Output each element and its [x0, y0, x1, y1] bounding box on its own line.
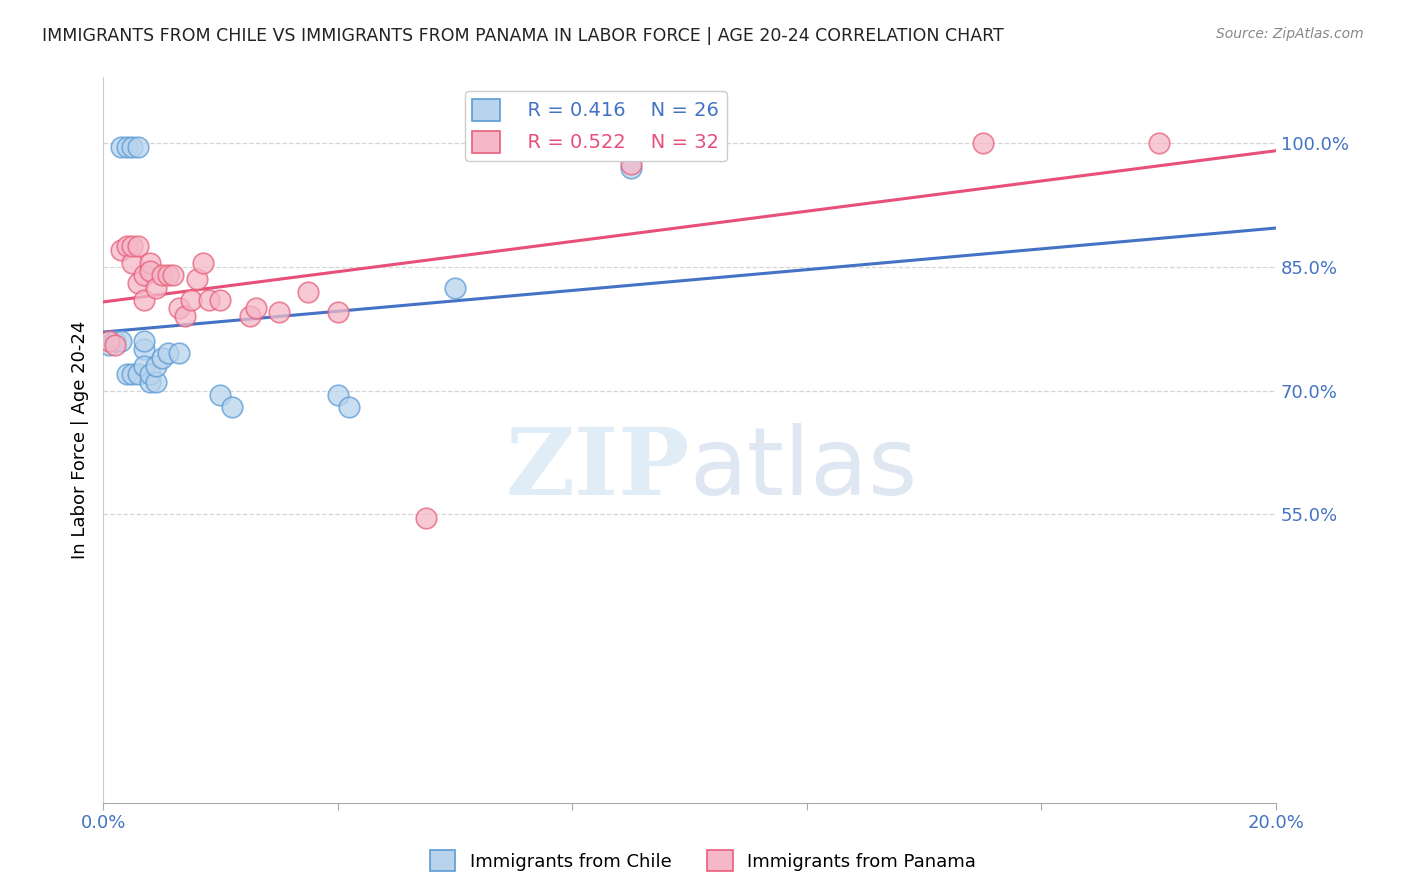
Point: [145, 376, 167, 390]
Point: [156, 346, 179, 360]
Point: [156, 268, 179, 283]
Point: [121, 239, 143, 253]
Point: [150, 351, 173, 365]
Point: [339, 400, 361, 414]
Y-axis label: In Labor Force | Age 20-24: In Labor Force | Age 20-24: [72, 321, 89, 559]
Point: [972, 136, 994, 151]
Point: [121, 367, 143, 381]
Point: [169, 301, 191, 315]
Point: [127, 277, 149, 291]
Point: [134, 268, 156, 283]
Point: [115, 367, 138, 381]
Point: [134, 359, 156, 373]
Point: [186, 272, 208, 286]
Point: [145, 280, 167, 294]
Point: [620, 161, 643, 175]
Point: [1147, 136, 1170, 151]
Point: [326, 305, 349, 319]
Legend: Immigrants from Chile, Immigrants from Panama: Immigrants from Chile, Immigrants from P…: [423, 843, 983, 879]
Point: [139, 256, 162, 270]
Point: [415, 511, 437, 525]
Point: [110, 334, 132, 348]
Point: [297, 285, 319, 299]
Text: Source: ZipAtlas.com: Source: ZipAtlas.com: [1216, 27, 1364, 41]
Point: [191, 256, 214, 270]
Point: [121, 140, 143, 154]
Point: [127, 140, 149, 154]
Point: [139, 367, 162, 381]
Point: [444, 280, 467, 294]
Point: [115, 239, 138, 253]
Point: [110, 140, 132, 154]
Point: [239, 310, 262, 324]
Point: [162, 268, 184, 283]
Point: [134, 334, 156, 348]
Legend:   R = 0.416    N = 26,   R = 0.522    N = 32: R = 0.416 N = 26, R = 0.522 N = 32: [465, 91, 727, 161]
Point: [174, 310, 197, 324]
Point: [209, 387, 232, 401]
Point: [139, 376, 162, 390]
Point: [180, 293, 202, 307]
Text: ZIP: ZIP: [505, 424, 689, 514]
Point: [98, 334, 121, 348]
Point: [121, 256, 143, 270]
Point: [110, 244, 132, 258]
Point: [134, 293, 156, 307]
Point: [139, 264, 162, 278]
Point: [127, 239, 149, 253]
Point: [98, 338, 121, 352]
Point: [115, 140, 138, 154]
Point: [209, 293, 232, 307]
Point: [267, 305, 290, 319]
Point: [620, 157, 643, 171]
Point: [245, 301, 267, 315]
Point: [150, 268, 173, 283]
Point: [134, 343, 156, 357]
Point: [169, 346, 191, 360]
Point: [326, 387, 349, 401]
Point: [127, 367, 149, 381]
Text: atlas: atlas: [689, 423, 918, 515]
Point: [104, 334, 127, 348]
Point: [221, 400, 243, 414]
Text: IMMIGRANTS FROM CHILE VS IMMIGRANTS FROM PANAMA IN LABOR FORCE | AGE 20-24 CORRE: IMMIGRANTS FROM CHILE VS IMMIGRANTS FROM…: [42, 27, 1004, 45]
Point: [145, 359, 167, 373]
Point: [104, 338, 127, 352]
Point: [197, 293, 219, 307]
